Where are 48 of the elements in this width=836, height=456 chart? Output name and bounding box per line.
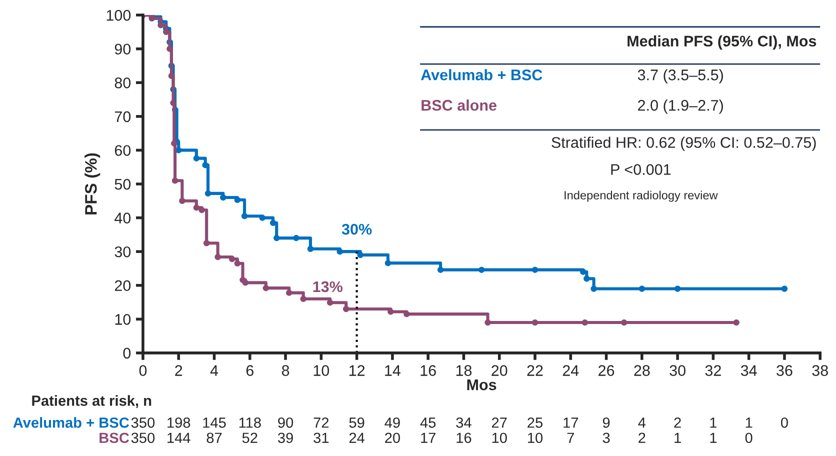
y-tick-label: 100 — [106, 10, 131, 21]
annotation: Independent radiology review — [564, 190, 718, 202]
text: BSC alone — [422, 100, 496, 111]
y-tick-label: 20 — [114, 280, 131, 292]
x-tick-label: 26 — [598, 365, 614, 376]
y-tick-label: 50 — [114, 178, 131, 190]
x-tick-label: 24 — [562, 365, 579, 376]
x-tick-label: 32 — [705, 365, 721, 376]
annotation: 30% — [342, 224, 372, 235]
x-tick-label: 8 — [282, 365, 290, 376]
x-tick-label: 22 — [527, 365, 543, 376]
x-tick-label: 38 — [812, 365, 828, 376]
y-tick-label: 30 — [114, 246, 131, 258]
x-tick-label: 6 — [246, 365, 254, 376]
x-tick-label: 30 — [670, 365, 686, 376]
y-axis-title: PFS (%) — [84, 153, 100, 214]
x-tick-label: 36 — [776, 365, 792, 376]
x-tick-label: 2 — [175, 365, 182, 376]
x-tick-label: 28 — [634, 365, 650, 376]
y-tick-label: 10 — [115, 314, 131, 325]
x-tick-label: 18 — [456, 365, 472, 376]
annotation: 13% — [313, 281, 343, 292]
annotation: 3.7 (3.5–5.5) — [638, 69, 723, 84]
text: 350 144 87 52 39 31 24 20 17 16 10 10 7 3 2 1 1 0 — [131, 432, 752, 444]
y-tick-label: 40 — [114, 212, 131, 224]
annotation: 2.0 (1.9–2.7) — [638, 100, 723, 114]
x-tick-label: 10 — [314, 365, 330, 376]
x-tick-label: 34 — [740, 365, 757, 376]
x-tick-label: 12 — [349, 365, 365, 376]
annotation: Median PFS (95% CI), Mos — [628, 35, 816, 50]
text: BSC — [100, 432, 130, 444]
y-tick-label: 80 — [114, 77, 131, 88]
text: Avelumab + BSC — [420, 69, 542, 80]
x-tick-label: 0 — [139, 365, 147, 376]
x-tick-label: 20 — [492, 365, 508, 376]
y-tick-label: 70 — [114, 111, 131, 122]
y-tick-label: 90 — [114, 44, 131, 55]
annotation: Stratified HR: 0.62 (95% CI: 0.52–0.75) — [552, 136, 816, 151]
x-tick-label: 16 — [420, 365, 436, 376]
text: Patients at risk, n — [32, 395, 152, 408]
x-tick-label: 4 — [210, 365, 218, 376]
y-tick-label: 60 — [114, 145, 131, 156]
y-tick-label: 0 — [123, 348, 131, 359]
text: 350 198 145 118 90 72 59 49 45 34 27 25 17 9 4 2 1 1 0 — [131, 417, 788, 428]
x-tick-label: 14 — [385, 365, 400, 376]
text: Avelumab + BSC — [13, 417, 130, 428]
annotation: P <0.001 — [611, 164, 671, 175]
x-axis-title: Mos — [467, 380, 496, 390]
